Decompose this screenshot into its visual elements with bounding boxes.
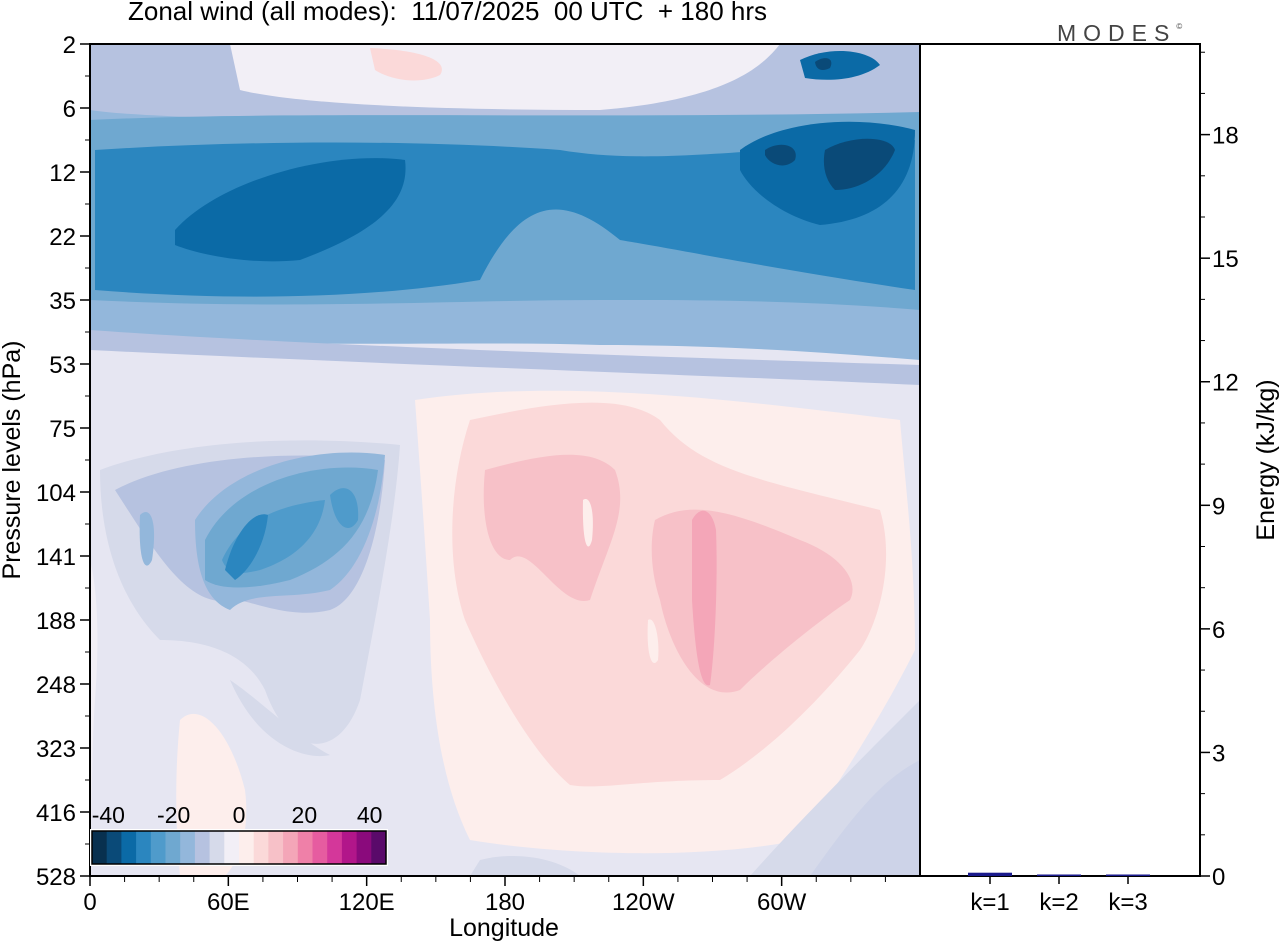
y-tick-label: 2 (63, 32, 76, 59)
x-axis-label: Longitude (449, 914, 559, 942)
y-tick-label: 104 (36, 480, 76, 507)
colorbar-label: -40 (92, 802, 125, 828)
energy-bar-k=2 (1037, 874, 1081, 876)
colorbar-swatch (165, 831, 181, 864)
colorbar-swatch (239, 831, 255, 864)
energy-x-label: k=2 (1039, 889, 1078, 916)
energy-x-label: k=1 (970, 889, 1009, 916)
colorbar-swatch (150, 831, 166, 864)
y-tick-label: 248 (36, 672, 76, 699)
colorbar-label: -20 (157, 802, 190, 828)
y-tick-label: 6 (63, 96, 76, 123)
y-tick-label: 323 (36, 736, 76, 763)
energy-bar-k=1 (968, 872, 1012, 876)
longitude-axis: 0 60E 120E 180 120W 60W (83, 876, 886, 916)
colorbar-label: 20 (292, 802, 318, 828)
colorbar-swatch (341, 831, 358, 864)
energy-tick-label: 18 (1212, 123, 1239, 150)
colorbar-swatch (209, 831, 225, 864)
energy-tick-label: 9 (1212, 493, 1225, 520)
colorbar-label: 40 (357, 802, 383, 828)
colorbar: -40 -20 0 20 40 (90, 802, 388, 866)
energy-bars: k=1 k=2 k=3 (968, 872, 1150, 916)
colorbar-swatch (283, 831, 299, 864)
colorbar-swatch (92, 831, 108, 864)
colorbar-swatch (356, 831, 372, 864)
y-tick-label: 22 (49, 224, 76, 251)
x-tick-label: 60E (207, 889, 250, 916)
y-tick-label: 416 (36, 800, 76, 827)
colorbar-swatch (224, 831, 240, 864)
colorbar-swatch (121, 831, 137, 864)
colorbar-swatch (371, 831, 387, 864)
y-tick-label: 75 (49, 416, 76, 443)
y-tick-label: 528 (36, 864, 76, 891)
pressure-axis: 2 6 12 22 35 53 75 104 141 188 248 323 416 528 (36, 32, 90, 891)
x-tick-label: 120E (339, 889, 395, 916)
heatmap-field (90, 44, 920, 876)
energy-tick-label: 6 (1212, 617, 1225, 644)
x-tick-label: 60W (757, 889, 807, 916)
energy-tick-label: 12 (1212, 370, 1239, 397)
colorbar-swatch (194, 831, 211, 864)
y-tick-label: 141 (36, 544, 76, 571)
y-tick-label: 35 (49, 288, 76, 315)
energy-tick-label: 3 (1212, 740, 1225, 767)
modes-logo: MODES© (1057, 20, 1183, 46)
y-axis-label: Pressure levels (hPa) (0, 341, 26, 580)
energy-panel-frame (919, 43, 1201, 877)
chart-title: Zonal wind (all modes): 11/07/2025 00 UT… (128, 0, 768, 26)
colorbar-swatch (268, 831, 284, 864)
y-tick-label: 188 (36, 608, 76, 635)
energy-axis: 0 3 6 9 12 15 18 (1200, 51, 1239, 891)
colorbar-swatch (312, 831, 328, 864)
energy-tick-label: 15 (1212, 246, 1239, 273)
energy-axis-label: Energy (kJ/kg) (1252, 379, 1280, 540)
colorbar-swatch (106, 831, 122, 864)
x-tick-label: 120W (612, 889, 675, 916)
colorbar-label: 0 (233, 802, 246, 828)
x-tick-label: 180 (485, 889, 525, 916)
energy-bar-k=3 (1106, 874, 1150, 876)
colorbar-swatch (253, 831, 269, 864)
y-tick-label: 53 (49, 352, 76, 379)
colorbar-swatch (327, 831, 343, 864)
colorbar-swatch (136, 831, 152, 864)
energy-x-label: k=3 (1108, 889, 1147, 916)
colorbar-frame (91, 830, 387, 865)
colorbar-swatch (180, 831, 196, 864)
colorbar-swatch (297, 831, 313, 864)
y-tick-label: 12 (49, 160, 76, 187)
energy-tick-label: 0 (1212, 864, 1225, 891)
x-tick-label: 0 (83, 889, 96, 916)
